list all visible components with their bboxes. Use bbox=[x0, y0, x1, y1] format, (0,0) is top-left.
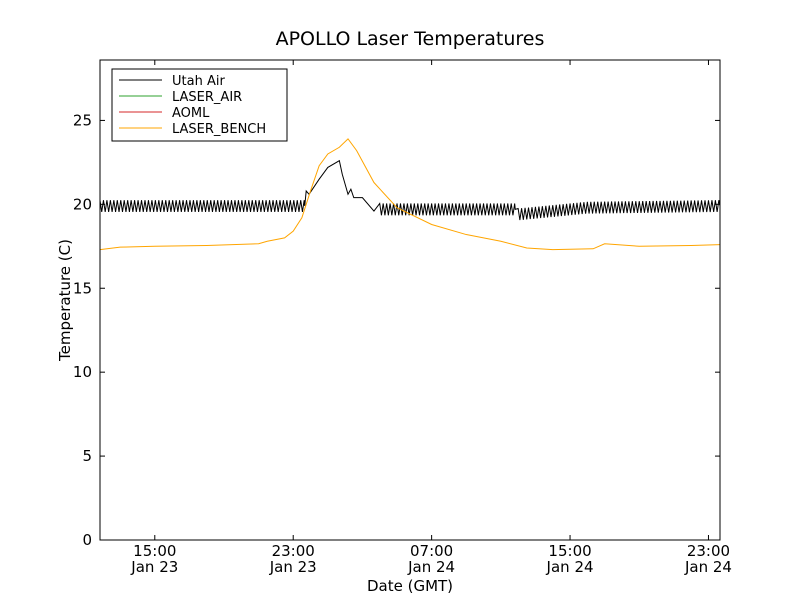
series-line-0 bbox=[100, 159, 720, 221]
x-tick-label-date-4: Jan 24 bbox=[684, 558, 732, 576]
x-axis-label: Date (GMT) bbox=[367, 577, 453, 595]
legend-label-0: Utah Air bbox=[172, 74, 225, 89]
x-tick-label-date-3: Jan 24 bbox=[546, 558, 594, 576]
plot-frame bbox=[99, 59, 721, 541]
y-tick-label-0: 0 bbox=[82, 531, 92, 549]
x-tick-label-date-2: Jan 24 bbox=[407, 558, 455, 576]
y-axis-label: Temperature (C) bbox=[56, 239, 74, 362]
x-tick-label-time-2: 07:00 bbox=[410, 542, 453, 560]
x-tick-label-date-0: Jan 23 bbox=[130, 558, 178, 576]
y-tick-label-5: 25 bbox=[73, 111, 92, 129]
legend-label-3: LASER_BENCH bbox=[172, 122, 266, 137]
x-tick-label-time-3: 15:00 bbox=[548, 542, 591, 560]
y-tick-label-3: 15 bbox=[73, 279, 92, 297]
legend-label-2: AOML bbox=[172, 106, 210, 121]
legend-box bbox=[111, 68, 288, 142]
x-tick-label-time-1: 23:00 bbox=[272, 542, 315, 560]
series-line-3 bbox=[100, 138, 720, 251]
x-tick-label-time-4: 23:00 bbox=[687, 542, 730, 560]
legend-label-1: LASER_AIR bbox=[172, 90, 242, 105]
y-tick-label-2: 10 bbox=[73, 363, 92, 381]
x-tick-label-time-0: 15:00 bbox=[133, 542, 176, 560]
y-tick-label-4: 20 bbox=[73, 195, 92, 213]
y-tick-label-1: 5 bbox=[82, 447, 92, 465]
chart-title: APOLLO Laser Temperatures bbox=[276, 28, 545, 50]
x-tick-label-date-1: Jan 23 bbox=[269, 558, 317, 576]
series-group bbox=[100, 138, 720, 251]
